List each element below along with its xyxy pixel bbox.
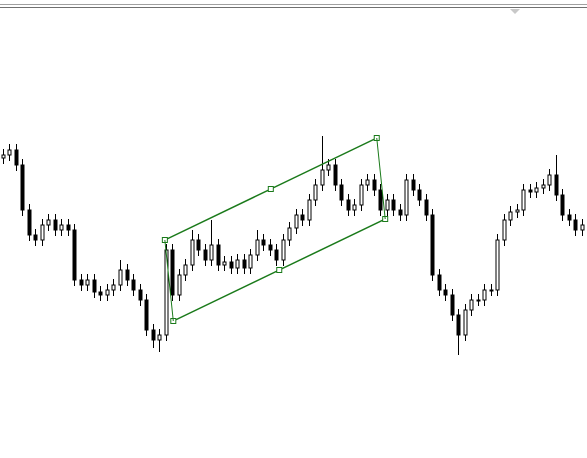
candle-body xyxy=(541,184,546,189)
candle-body xyxy=(411,179,416,191)
channel-handle xyxy=(276,267,283,273)
candle-body xyxy=(430,214,435,276)
candle-body xyxy=(443,289,448,296)
candle-body xyxy=(300,214,305,221)
candle-body xyxy=(125,269,130,281)
candle-body xyxy=(378,189,383,211)
candle-body xyxy=(196,239,201,251)
candle-body xyxy=(229,261,234,269)
candle-body xyxy=(151,329,156,341)
candle-body xyxy=(287,227,292,241)
candle-body xyxy=(515,209,520,213)
candle-body xyxy=(404,179,409,216)
candle-body xyxy=(547,174,552,186)
candle-body xyxy=(534,187,539,193)
candle-body xyxy=(580,224,585,231)
candle-body xyxy=(111,284,116,291)
candle-body xyxy=(170,249,175,296)
candle-body xyxy=(359,184,364,206)
candle-body xyxy=(85,279,90,286)
candle-body xyxy=(489,289,494,292)
candle-body xyxy=(92,279,97,293)
candle-body xyxy=(463,309,468,336)
candle-body xyxy=(424,199,429,216)
candle-body xyxy=(554,174,559,196)
candle-body xyxy=(157,334,162,341)
candle-body xyxy=(573,219,578,231)
candle-body xyxy=(339,184,344,201)
candle-body xyxy=(79,279,84,286)
candle-body xyxy=(20,164,25,211)
candle-body xyxy=(261,239,266,246)
candle-body xyxy=(203,249,208,261)
candle-body xyxy=(456,314,461,336)
candle-body xyxy=(66,224,71,231)
candle-body xyxy=(33,234,38,241)
candle-body xyxy=(53,219,58,231)
candle-body xyxy=(177,274,182,296)
candle-body xyxy=(521,189,526,211)
channel-handle xyxy=(267,186,274,192)
channel-edge xyxy=(376,137,386,220)
candle-body xyxy=(450,294,455,316)
candle-body xyxy=(235,259,240,269)
candle-body xyxy=(398,209,403,216)
candle-body xyxy=(248,254,253,269)
candle-body xyxy=(495,239,500,291)
candle-body xyxy=(138,289,143,301)
candle-body xyxy=(385,199,390,211)
channel-edge xyxy=(164,239,174,322)
candle-body xyxy=(333,164,338,186)
candle-body xyxy=(281,239,286,261)
candle-body xyxy=(482,289,487,301)
candle-body xyxy=(242,259,247,269)
candle-body xyxy=(59,224,64,231)
candle-body xyxy=(469,299,474,311)
candle-body xyxy=(320,169,325,186)
candle-body xyxy=(255,239,260,256)
candle-body xyxy=(313,184,318,201)
shift-marker xyxy=(510,9,520,14)
candle-body xyxy=(183,264,188,276)
candle-body xyxy=(528,189,533,193)
candle-body xyxy=(346,199,351,211)
candle-body xyxy=(144,299,149,331)
candle-body xyxy=(27,209,32,236)
candle-body xyxy=(502,219,507,241)
candle-body xyxy=(222,261,227,266)
candle-body xyxy=(72,229,77,281)
candle-body xyxy=(105,289,110,296)
candle-body xyxy=(268,244,273,251)
candle-body xyxy=(216,244,221,266)
candle-body xyxy=(294,214,299,229)
candle-body xyxy=(391,199,396,211)
candle-body xyxy=(40,224,45,241)
candle-body xyxy=(274,249,279,261)
candle-body xyxy=(365,179,370,186)
candle-body xyxy=(307,199,312,221)
candle-body xyxy=(131,279,136,291)
candle-body xyxy=(46,219,51,226)
candle-body xyxy=(118,269,123,286)
candle-body xyxy=(1,154,6,159)
candle-body xyxy=(352,204,357,211)
candle-body xyxy=(190,239,195,266)
candle-body xyxy=(209,244,214,261)
candle-body xyxy=(476,299,481,302)
candle-body xyxy=(567,214,572,221)
candle-body xyxy=(437,274,442,291)
candle-body xyxy=(372,179,377,191)
candle-body xyxy=(98,291,103,296)
candle-body xyxy=(7,149,12,156)
candle-body xyxy=(14,149,19,166)
candle-body xyxy=(508,211,513,221)
candle-body xyxy=(164,249,169,336)
candle-body xyxy=(560,194,565,216)
candle-body xyxy=(326,164,331,171)
candle-body xyxy=(417,189,422,201)
